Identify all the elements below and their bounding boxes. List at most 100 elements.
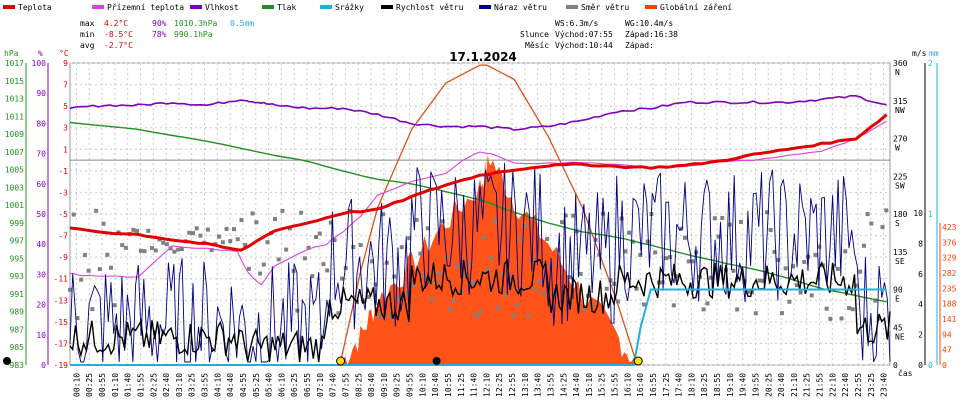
time-tick: 06:55 [303, 373, 312, 397]
time-tick: 09:10 [380, 373, 389, 397]
wind-direction-point [243, 242, 248, 247]
wind-direction-point [97, 267, 102, 272]
temp-tick: -9 [58, 253, 68, 262]
time-tick: 10:55 [444, 373, 453, 397]
wind-direction-point [179, 247, 184, 252]
wind-direction-point [683, 235, 687, 240]
time-tick: 12:55 [508, 373, 517, 397]
wind-direction-point [563, 213, 568, 218]
wind-direction-point [496, 305, 501, 310]
time-tick: 00:55 [98, 373, 107, 397]
wind-direction-point [794, 283, 799, 288]
radiation-area [339, 154, 638, 365]
temp-tick: 1 [63, 145, 68, 154]
legend-label: Náraz větru [494, 3, 547, 12]
stat-max-label: max [80, 19, 95, 28]
temp-tick: 9 [63, 59, 68, 68]
ms-axis-unit: m/s [912, 49, 927, 58]
wind-direction-point [519, 237, 523, 242]
wind-direction-point [630, 239, 635, 244]
time-tick: 22:40 [841, 373, 850, 397]
wind-direction-point [470, 280, 475, 285]
hpa-tick: 987 [10, 325, 25, 334]
wind-direction-point [761, 279, 766, 284]
wind-direction-point [541, 291, 546, 296]
wind-direction-point [485, 267, 490, 272]
wind-direction-point [634, 286, 639, 291]
pct-tick: 60 [36, 180, 46, 189]
stat-max-hum: 90% [152, 19, 167, 28]
wind-direction-point [86, 268, 91, 273]
series-srazky [70, 288, 887, 366]
wind-direction-point [123, 245, 128, 250]
wind-direction-point [757, 278, 762, 283]
wind-direction-point [832, 263, 837, 268]
wind-direction-point [306, 245, 311, 250]
wind-direction-point [198, 233, 203, 238]
mm-tick: 0 [928, 361, 933, 370]
wind-direction-point [440, 219, 445, 224]
wind-direction-point [68, 287, 72, 292]
wind-direction-point [738, 219, 743, 224]
wind-direction-point [835, 266, 840, 271]
ms-tick: 4 [918, 300, 923, 309]
time-tick: 17:25 [662, 373, 671, 397]
x-axis-label: čas [898, 368, 913, 378]
ms-tick: 8 [918, 239, 923, 248]
temp-tick: -19 [54, 361, 69, 370]
time-tick: 18:55 [713, 373, 722, 397]
wind-direction-point [142, 249, 147, 254]
time-tick: 06:25 [290, 373, 299, 397]
wind-direction-point [429, 297, 434, 302]
wind-direction-point [839, 316, 844, 321]
wind-direction-point [671, 303, 676, 308]
wind-direction-point [112, 303, 117, 308]
temp-tick: -1 [58, 167, 68, 176]
legend-swatch [479, 5, 491, 9]
wind-direction-point [567, 275, 572, 280]
direction-tick: 270 [893, 135, 908, 144]
wind-direction-point [168, 246, 173, 251]
time-tick: 01:10 [111, 373, 120, 397]
wind-direction-point [791, 264, 796, 269]
rad-tick: 47 [942, 346, 952, 355]
wind-direction-point [362, 298, 367, 303]
wind-direction-point [466, 261, 471, 266]
wind-direction-point [783, 266, 788, 271]
hpa-tick: 1003 [5, 183, 24, 192]
wind-direction-point [828, 316, 833, 321]
temp-tick: -17 [54, 339, 69, 348]
wind-direction-point [396, 296, 400, 301]
wind-direction-point [75, 316, 80, 321]
rad-tick: 329 [942, 254, 957, 263]
legend-label: Tlak [277, 3, 296, 12]
legend-label: Přízemní teplota [107, 3, 184, 12]
hpa-tick: 1001 [5, 201, 24, 210]
wind-direction-point [481, 235, 486, 240]
time-tick: 05:40 [265, 373, 274, 397]
hpa-tick: 1009 [5, 130, 24, 139]
time-tick: 13:55 [546, 373, 555, 397]
wind-direction-point [474, 313, 479, 318]
time-tick: 12:25 [495, 373, 504, 397]
sun-marker [633, 356, 643, 366]
stat-avg-label: avg [80, 41, 95, 50]
wind-direction-point [448, 307, 453, 312]
wind-direction-point [232, 227, 236, 232]
wind-direction-point [582, 307, 587, 312]
time-tick: 07:55 [341, 373, 350, 397]
plot-area [3, 64, 891, 366]
direction-name: NW [895, 106, 905, 115]
wind-direction-point [578, 271, 583, 276]
wind-direction-point [94, 208, 99, 213]
wind-direction-point [351, 245, 356, 250]
time-tick: 07:10 [316, 373, 325, 397]
time-tick: 07:40 [329, 373, 338, 397]
wind-direction-point [615, 299, 620, 304]
wind-direction-point [422, 273, 427, 278]
wind-direction-point [873, 298, 878, 303]
pct-tick: 70 [36, 150, 46, 159]
time-tick: 10:10 [418, 373, 427, 397]
time-tick: 23:25 [867, 373, 876, 397]
time-tick: 02:40 [162, 373, 171, 397]
